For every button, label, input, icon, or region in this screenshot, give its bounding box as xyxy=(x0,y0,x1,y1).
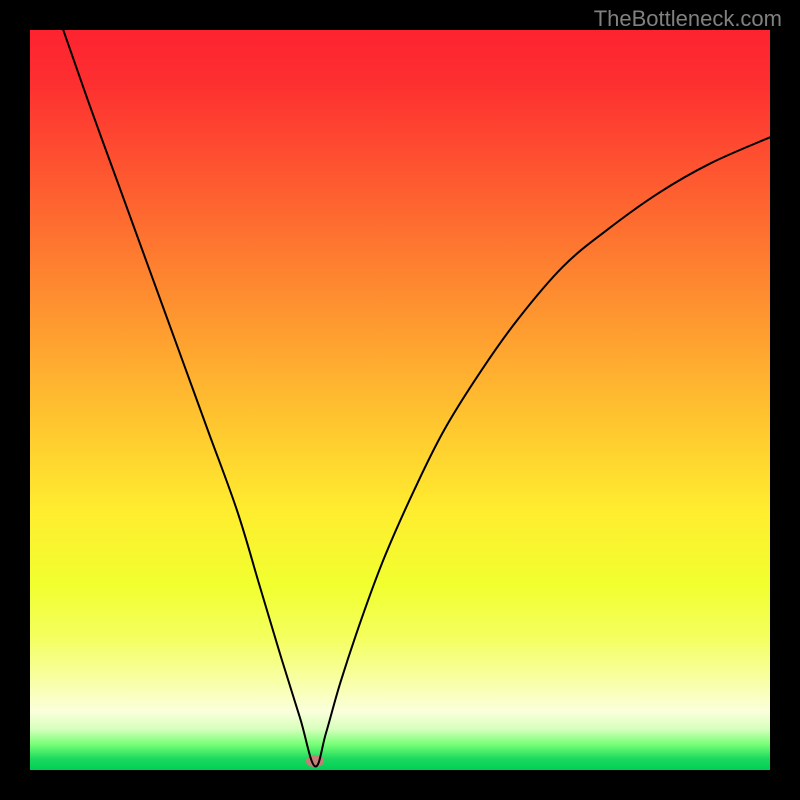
chart-container: TheBottleneck.com xyxy=(0,0,800,800)
plot-area xyxy=(30,30,770,770)
chart-svg xyxy=(30,30,770,770)
gradient-background xyxy=(30,30,770,770)
watermark-text: TheBottleneck.com xyxy=(594,6,782,32)
